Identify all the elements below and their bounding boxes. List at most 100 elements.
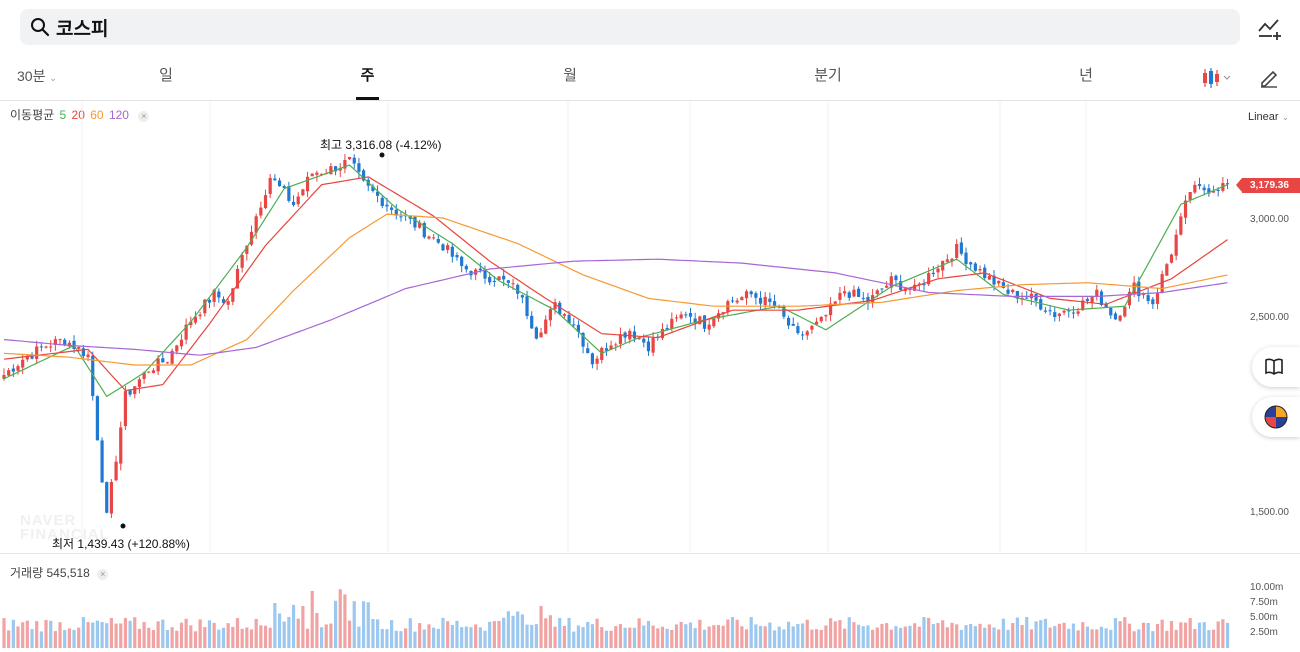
candle-body bbox=[460, 256, 464, 267]
candle-body bbox=[390, 207, 394, 210]
volume-bar bbox=[1221, 619, 1225, 648]
tab-month[interactable]: 월 bbox=[563, 67, 577, 84]
candle-body bbox=[698, 316, 702, 325]
close-icon[interactable]: × bbox=[138, 111, 150, 122]
volume-bar bbox=[936, 622, 940, 648]
volume-bar bbox=[632, 627, 637, 648]
volume-bar bbox=[319, 627, 324, 648]
volume-bar bbox=[600, 627, 604, 648]
candle-body bbox=[539, 332, 543, 338]
candle-body bbox=[614, 344, 618, 346]
price-chart[interactable] bbox=[0, 101, 1242, 553]
candle-body bbox=[44, 346, 48, 348]
volume-bar bbox=[315, 613, 319, 648]
volume-chart[interactable] bbox=[0, 554, 1242, 650]
candle-body bbox=[712, 318, 716, 327]
ma-legend-label: 이동평균 bbox=[10, 108, 55, 122]
candle-body bbox=[1151, 299, 1155, 305]
candle-body bbox=[506, 280, 510, 283]
candle-body bbox=[1193, 184, 1197, 193]
volume-bar bbox=[1095, 629, 1099, 648]
ma60-label: 60 bbox=[90, 108, 104, 122]
candle-body bbox=[843, 291, 847, 294]
candle-body bbox=[885, 285, 889, 288]
candle-body bbox=[861, 297, 865, 299]
volume-bar bbox=[273, 603, 277, 648]
volume-bar bbox=[156, 621, 160, 648]
candle-body bbox=[63, 339, 67, 345]
book-button[interactable] bbox=[1252, 347, 1300, 387]
volume-bar bbox=[590, 624, 595, 648]
candle-body bbox=[800, 334, 805, 336]
tab-year[interactable]: 년 bbox=[1079, 67, 1093, 84]
volume-bar bbox=[221, 627, 226, 648]
panel-divider bbox=[0, 553, 1300, 554]
volume-bar bbox=[77, 627, 81, 648]
search-bar[interactable]: 코스피 bbox=[20, 9, 1240, 45]
volume-bar bbox=[670, 629, 674, 648]
volume-bar bbox=[894, 626, 898, 648]
volume-bar bbox=[310, 590, 314, 648]
search-query[interactable]: 코스피 bbox=[56, 18, 109, 40]
volume-bar bbox=[674, 624, 679, 648]
volume-bar bbox=[1174, 629, 1178, 648]
volume-bar bbox=[231, 626, 235, 648]
volume-bar bbox=[1090, 629, 1094, 648]
candle-body bbox=[1132, 282, 1136, 293]
volume-bar bbox=[263, 625, 268, 648]
candle-body bbox=[394, 209, 398, 216]
tab-day[interactable]: 일 bbox=[159, 67, 173, 84]
volume-bar bbox=[857, 624, 861, 648]
candle-body bbox=[207, 299, 212, 303]
candle-body bbox=[908, 288, 912, 291]
tab-quarter[interactable]: 분기 bbox=[814, 67, 842, 84]
candle-body bbox=[436, 238, 440, 243]
chart-add-icon[interactable] bbox=[1257, 15, 1283, 41]
volume-bar bbox=[828, 618, 833, 648]
candle-body bbox=[1197, 184, 1202, 187]
volume-bar bbox=[782, 629, 786, 648]
candle-body bbox=[30, 356, 34, 359]
vol-tick-5m: 5.00m bbox=[1250, 612, 1278, 623]
candle-body bbox=[558, 302, 562, 315]
volume-bar bbox=[969, 623, 973, 648]
candlestick-icon[interactable] bbox=[1200, 66, 1234, 90]
candle-body bbox=[492, 280, 496, 282]
candle-body bbox=[165, 362, 170, 364]
volume-value: 545,518 bbox=[46, 566, 90, 580]
volume-bar bbox=[548, 615, 552, 648]
candle-body bbox=[642, 338, 646, 343]
candle-body bbox=[548, 309, 552, 321]
volume-legend[interactable]: 거래량 545,518 × bbox=[10, 564, 109, 581]
volume-bar bbox=[1011, 623, 1015, 648]
candle-body bbox=[301, 189, 305, 196]
candle-body bbox=[203, 299, 207, 314]
candle-body bbox=[35, 346, 39, 360]
pencil-icon[interactable] bbox=[1258, 66, 1280, 88]
volume-bar bbox=[586, 621, 590, 648]
volume-label: 거래량 bbox=[10, 566, 44, 580]
volume-bar bbox=[660, 626, 665, 648]
y-tick-1500: 1,500.00 bbox=[1250, 507, 1289, 518]
volume-bar bbox=[488, 621, 492, 648]
vol-tick-10m: 10.00m bbox=[1250, 582, 1284, 593]
candle-body bbox=[646, 341, 651, 352]
close-icon[interactable]: × bbox=[97, 569, 109, 580]
period-tabs: 30분 ⌄ 일 주 월 분기 년 bbox=[0, 56, 1300, 101]
volume-bar bbox=[1020, 625, 1024, 648]
candle-body bbox=[927, 273, 931, 285]
candle-body bbox=[231, 288, 235, 302]
tab-30min[interactable]: 30분 ⌄ bbox=[17, 68, 57, 84]
tab-week[interactable]: 주 bbox=[356, 56, 379, 100]
analysis-button[interactable] bbox=[1252, 397, 1300, 437]
candle-body bbox=[1169, 254, 1174, 263]
volume-bar bbox=[1127, 623, 1132, 648]
candle-body bbox=[81, 348, 85, 357]
candle-body bbox=[1081, 300, 1085, 311]
volume-bar bbox=[432, 627, 436, 648]
volume-bar bbox=[1039, 620, 1043, 648]
volume-bar bbox=[1015, 617, 1019, 648]
volume-bar bbox=[338, 589, 342, 648]
volume-bar bbox=[875, 627, 879, 648]
scale-select[interactable]: Linear ⌄ bbox=[1248, 111, 1290, 123]
